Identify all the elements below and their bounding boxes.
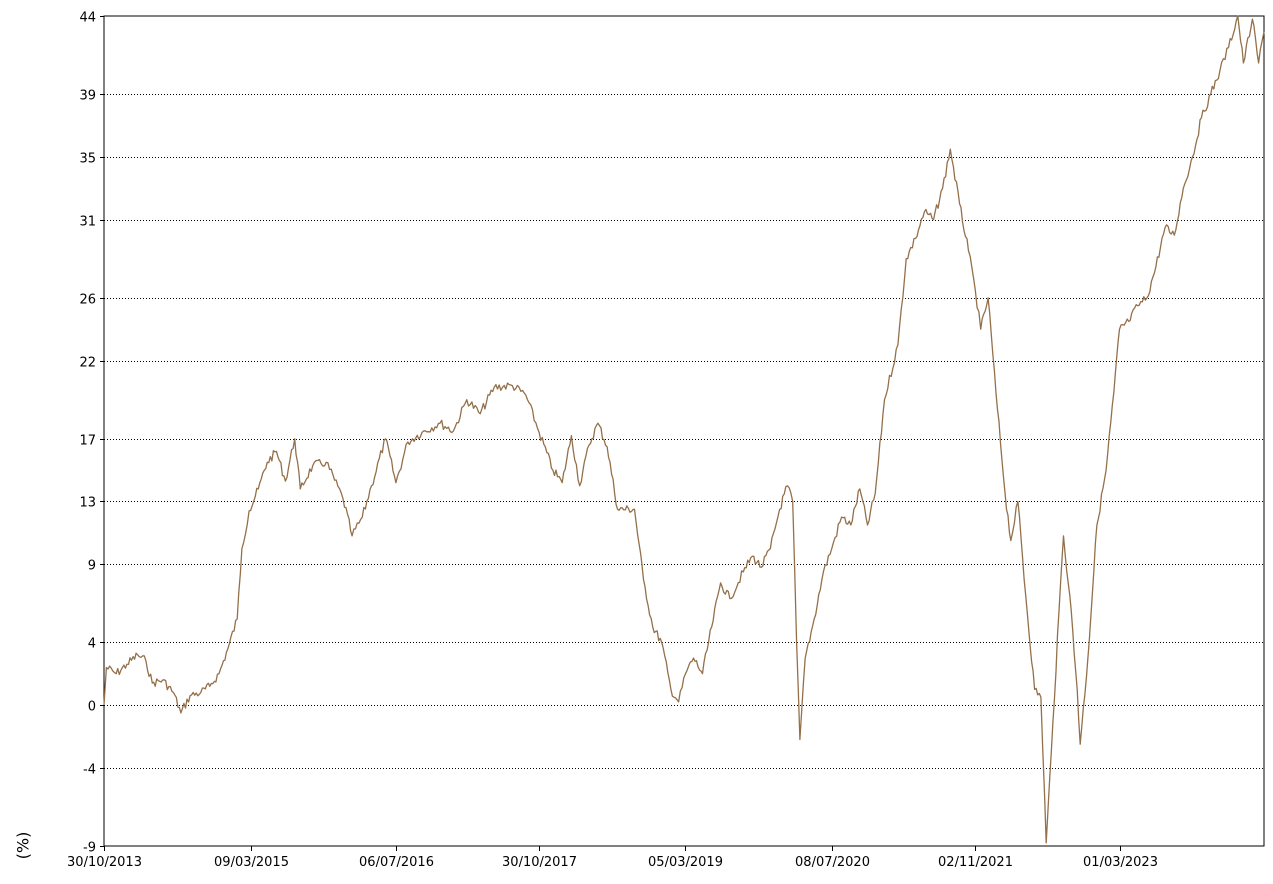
y-tick-label: 44: [79, 11, 96, 26]
y-tick-label: 22: [79, 356, 96, 371]
x-tick-label: 30/10/2013: [67, 855, 142, 870]
plot-area: [103, 15, 1265, 847]
y-tick-label: 26: [79, 293, 96, 308]
y-tick-label: 13: [79, 496, 96, 511]
x-tick-label: 01/03/2023: [1083, 855, 1158, 870]
series-line: [103, 15, 1265, 844]
x-tick-label: 06/07/2016: [359, 855, 434, 870]
y-tick-label: -4: [83, 763, 96, 778]
y-tick-label: 4: [88, 637, 96, 652]
x-tick-label: 02/11/2021: [938, 855, 1013, 870]
x-tick-label: 08/07/2020: [795, 855, 870, 870]
y-tick-label: 9: [88, 559, 96, 574]
y-tick-label: 17: [79, 434, 96, 449]
x-tick-label: 30/10/2017: [502, 855, 577, 870]
y-tick-label: 35: [79, 152, 96, 167]
x-tick-label: 05/03/2019: [648, 855, 723, 870]
y-tick-label: 31: [79, 215, 96, 230]
y-tick-label: 0: [88, 700, 96, 715]
y-tick-label: 39: [79, 89, 96, 104]
x-tick-label: 09/03/2015: [214, 855, 289, 870]
y-tick-label: -9: [83, 841, 96, 856]
y-axis-unit-text: (%): [13, 831, 33, 859]
y-axis-unit-label: (%): [6, 828, 40, 862]
